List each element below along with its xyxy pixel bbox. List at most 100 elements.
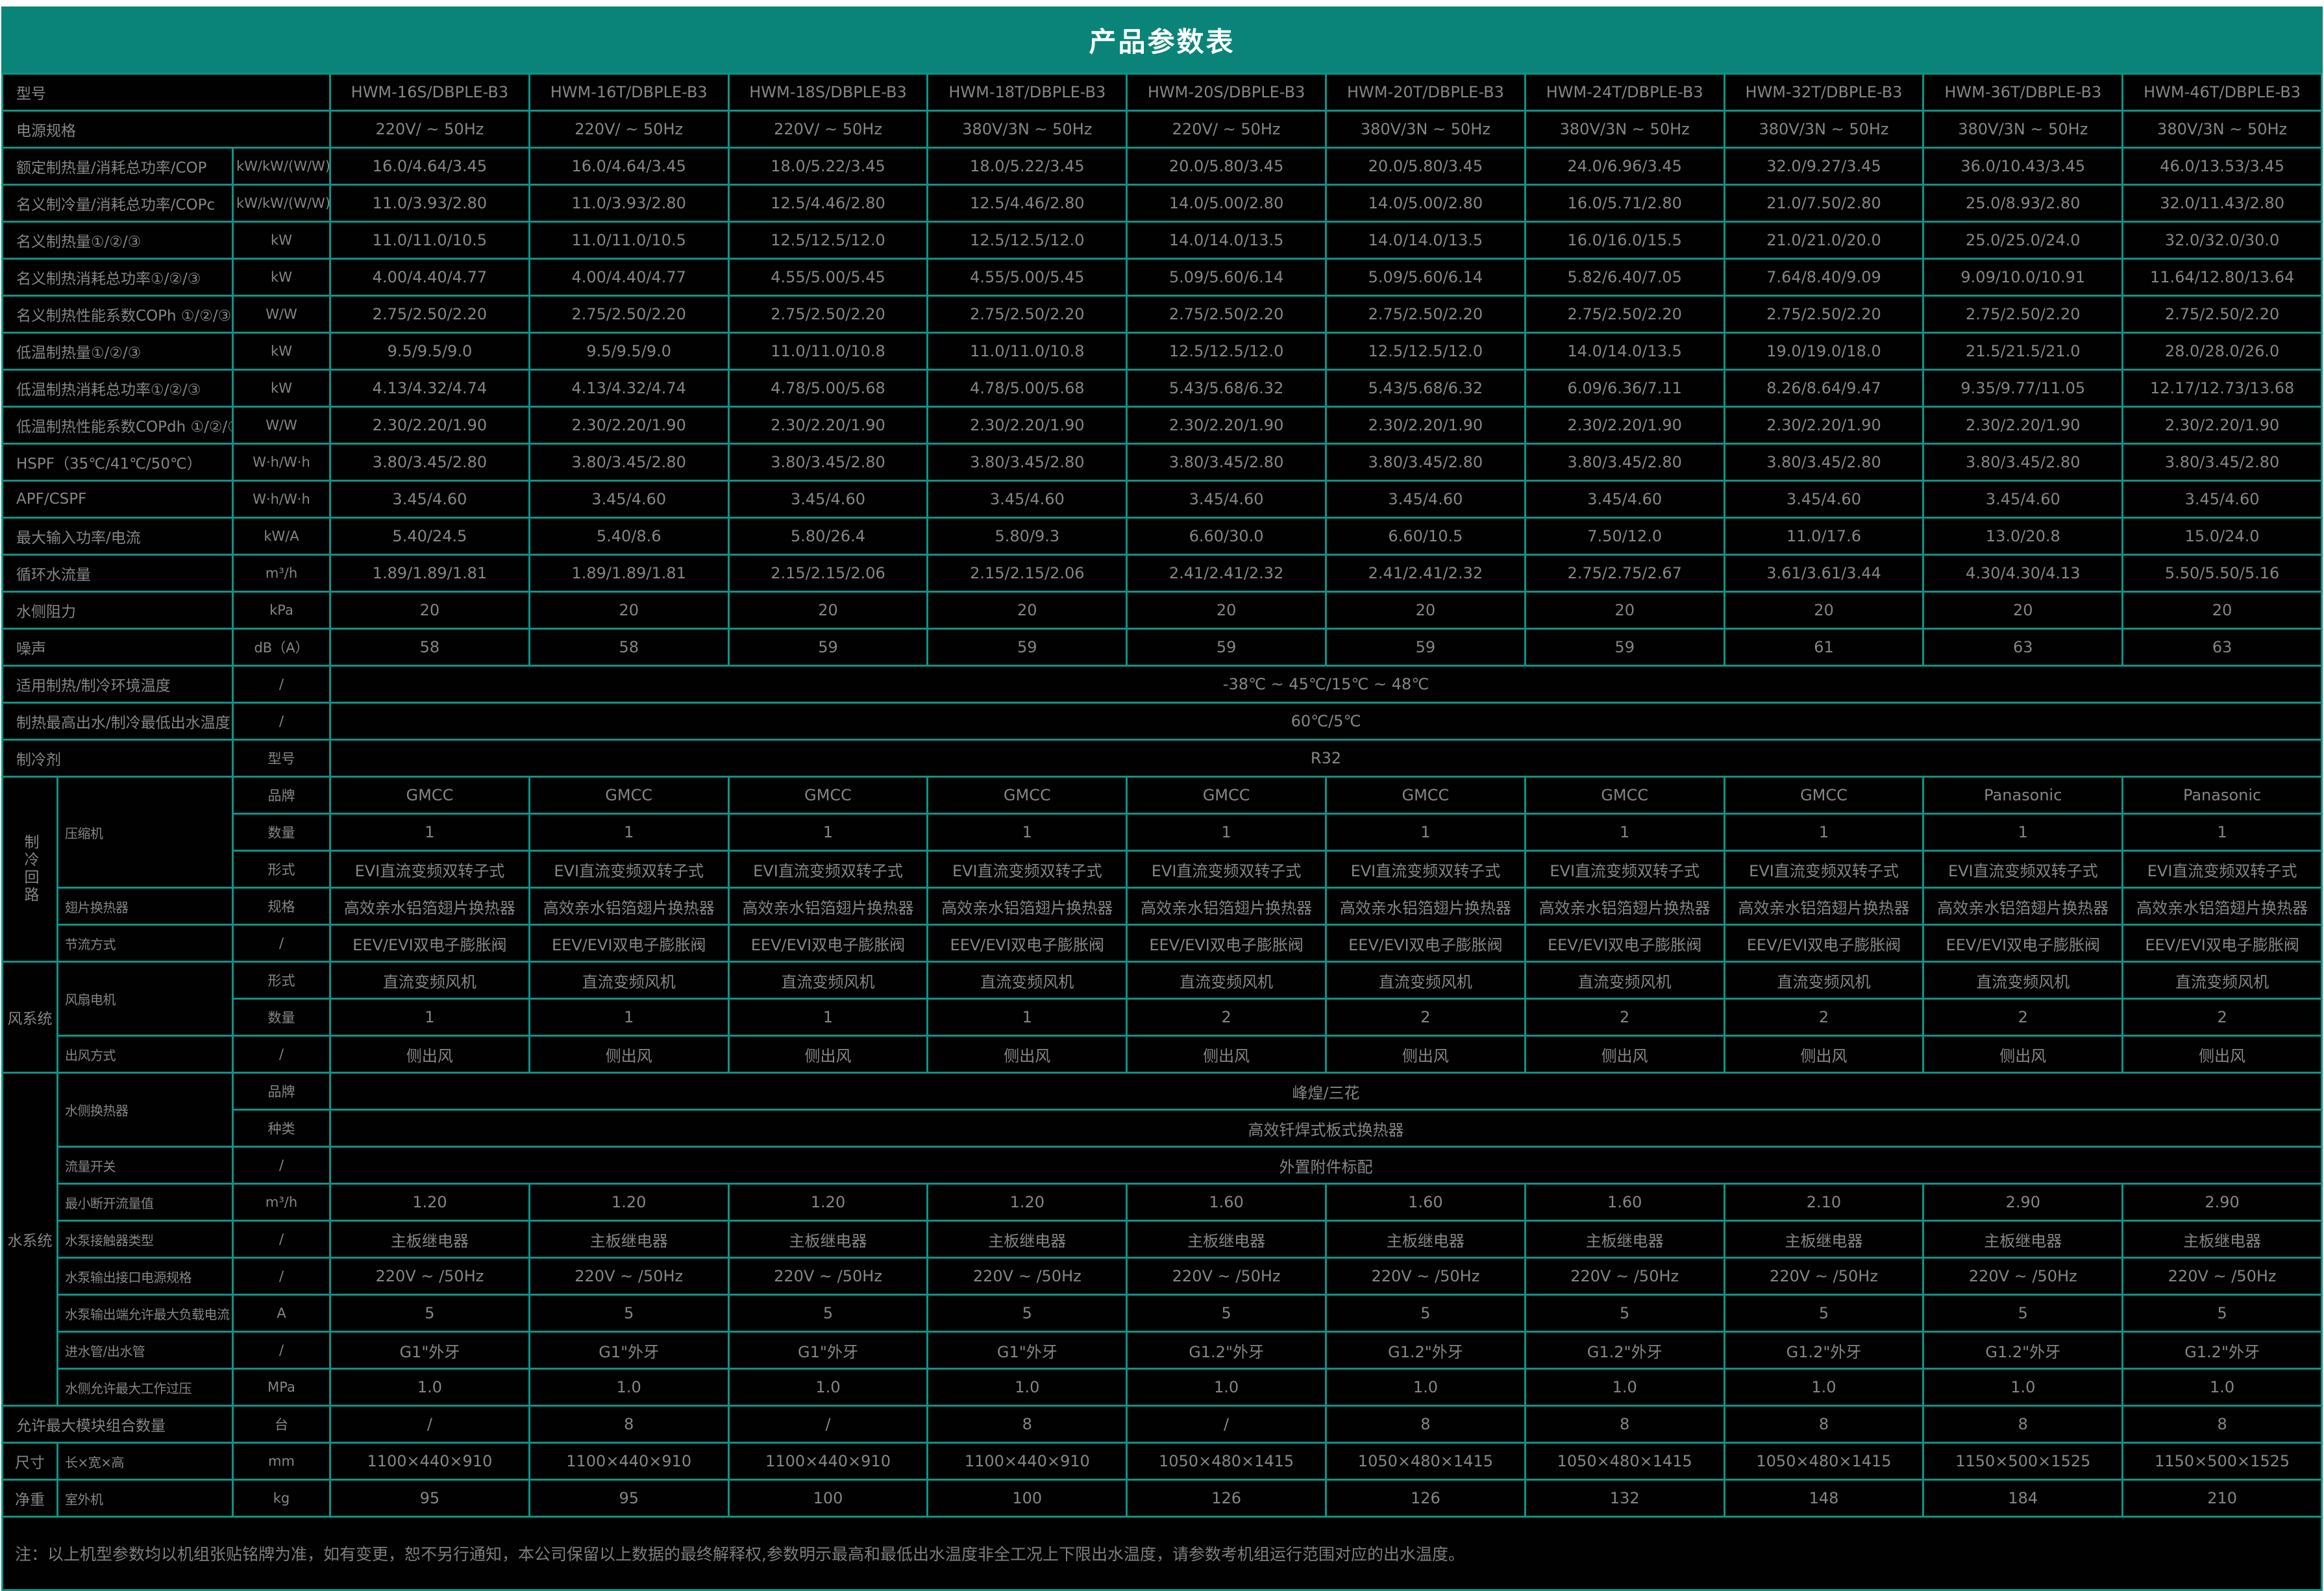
value-cell: 2 bbox=[1326, 999, 1526, 1036]
value-cell: EVI直流变频双转子式 bbox=[1127, 851, 1326, 888]
value-cell: 主板继电器 bbox=[2123, 1221, 2322, 1258]
row-label: 允许最大模块组合数量 bbox=[3, 1406, 233, 1443]
value-cell: 侧出风 bbox=[928, 1036, 1127, 1073]
value-cell: 4.00/4.40/4.77 bbox=[529, 259, 728, 296]
value-cell: / bbox=[1127, 1406, 1326, 1443]
value-cell: 主板继电器 bbox=[330, 1221, 530, 1258]
value-cell: 100 bbox=[728, 1480, 928, 1517]
value-cell: 2.30/2.20/1.90 bbox=[529, 407, 728, 444]
value-cell: GMCC bbox=[728, 777, 928, 814]
value-cell: 14.0/14.0/13.5 bbox=[1326, 222, 1526, 259]
value-cell: 3.45/4.60 bbox=[1923, 481, 2123, 518]
value-cell: 2.41/2.41/2.32 bbox=[1326, 555, 1526, 592]
row-label: 名义制热性能系数COPh ①/②/③ bbox=[3, 296, 233, 333]
value-cell: 3.45/4.60 bbox=[1525, 481, 1724, 518]
value-cell: G1.2"外牙 bbox=[1326, 1332, 1526, 1369]
sublabel: 风扇电机 bbox=[58, 962, 233, 1036]
unit-cell: 规格 bbox=[233, 888, 330, 925]
unit-cell: 数量 bbox=[233, 999, 330, 1036]
group-label: 制冷回路 bbox=[3, 777, 58, 962]
value-cell: GMCC bbox=[1326, 777, 1526, 814]
row-label: 最大输入功率/电流 bbox=[3, 518, 233, 555]
row-label: 名义制冷量/消耗总功率/COPc bbox=[3, 185, 233, 222]
row-label: 循环水流量 bbox=[3, 555, 233, 592]
unit-cell: 品牌 bbox=[233, 1073, 330, 1110]
unit-cell: 种类 bbox=[233, 1110, 330, 1147]
value-cell: 220V ~ /50Hz bbox=[1923, 1258, 2123, 1295]
value-cell: 1.0 bbox=[2123, 1369, 2322, 1406]
value-cell: 1150×500×1525 bbox=[2123, 1443, 2322, 1480]
value-cell: 3.80/3.45/2.80 bbox=[1724, 444, 1923, 481]
value-cell: 2.75/2.50/2.20 bbox=[1326, 296, 1526, 333]
value-cell: 1 bbox=[330, 999, 530, 1036]
value-cell: 220V/ ~ 50Hz bbox=[728, 111, 928, 148]
value-cell: 3.45/4.60 bbox=[2123, 481, 2322, 518]
unit-cell: W·h/W·h bbox=[233, 444, 330, 481]
value-cell: 220V ~ /50Hz bbox=[330, 1258, 530, 1295]
value-cell: 侧出风 bbox=[1923, 1036, 2123, 1073]
table-row: 注：以上机型参数均以机组张贴铭牌为准，如有变更，恕不另行通知，本公司保留以上数据… bbox=[3, 1517, 2322, 1590]
unit-cell: W/W bbox=[233, 296, 330, 333]
merged-value-cell: 60℃/5℃ bbox=[330, 703, 2322, 740]
value-cell: 1.0 bbox=[330, 1369, 530, 1406]
value-cell: 侧出风 bbox=[2123, 1036, 2322, 1073]
value-cell: EVI直流变频双转子式 bbox=[1326, 851, 1526, 888]
value-cell: 6.60/10.5 bbox=[1326, 518, 1526, 555]
row-label: 名义制热量①/②/③ bbox=[3, 222, 233, 259]
value-cell: 1050×480×1415 bbox=[1326, 1443, 1526, 1480]
value-cell: 46.0/13.53/3.45 bbox=[2123, 148, 2322, 185]
value-cell: 1.89/1.89/1.81 bbox=[529, 555, 728, 592]
value-cell: 2.75/2.50/2.20 bbox=[1724, 296, 1923, 333]
sublabel: 水侧允许最大工作过压 bbox=[58, 1369, 233, 1406]
value-cell: 5.43/5.68/6.32 bbox=[1127, 370, 1326, 407]
value-cell: 2.90 bbox=[2123, 1184, 2322, 1221]
value-cell: EVI直流变频双转子式 bbox=[728, 851, 928, 888]
value-cell: 1.89/1.89/1.81 bbox=[330, 555, 530, 592]
value-cell: 12.17/12.73/13.68 bbox=[2123, 370, 2322, 407]
value-cell: 4.78/5.00/5.68 bbox=[928, 370, 1127, 407]
value-cell: 126 bbox=[1326, 1480, 1526, 1517]
value-cell: 直流变频风机 bbox=[728, 962, 928, 999]
model-header: HWM-46T/DBPLE-B3 bbox=[2123, 74, 2322, 111]
value-cell: 9.5/9.5/9.0 bbox=[529, 333, 728, 370]
table-note: 注：以上机型参数均以机组张贴铭牌为准，如有变更，恕不另行通知，本公司保留以上数据… bbox=[3, 1517, 2322, 1590]
value-cell: 4.13/4.32/4.74 bbox=[330, 370, 530, 407]
value-cell: 8 bbox=[1724, 1406, 1923, 1443]
value-cell: 侧出风 bbox=[1127, 1036, 1326, 1073]
value-cell: 直流变频风机 bbox=[1127, 962, 1326, 999]
table-row: 流量开关/外置附件标配 bbox=[3, 1147, 2322, 1184]
value-cell: 380V/3N ~ 50Hz bbox=[1923, 111, 2123, 148]
value-cell: 3.80/3.45/2.80 bbox=[2123, 444, 2322, 481]
value-cell: 8 bbox=[2123, 1406, 2322, 1443]
value-cell: 5.40/24.5 bbox=[330, 518, 530, 555]
value-cell: 2.75/2.75/2.67 bbox=[1525, 555, 1724, 592]
value-cell: 14.0/14.0/13.5 bbox=[1127, 222, 1326, 259]
sublabel: 水泵接触器类型 bbox=[58, 1221, 233, 1258]
value-cell: 5 bbox=[1923, 1295, 2123, 1332]
value-cell: 3.80/3.45/2.80 bbox=[928, 444, 1127, 481]
value-cell: 3.45/4.60 bbox=[1127, 481, 1326, 518]
sublabel: 长×宽×高 bbox=[58, 1443, 233, 1480]
value-cell: 2.30/2.20/1.90 bbox=[728, 407, 928, 444]
value-cell: 11.0/11.0/10.8 bbox=[928, 333, 1127, 370]
value-cell: 126 bbox=[1127, 1480, 1326, 1517]
table-row: 翅片换热器规格高效亲水铝箔翅片换热器高效亲水铝箔翅片换热器高效亲水铝箔翅片换热器… bbox=[3, 888, 2322, 925]
value-cell: 12.5/12.5/12.0 bbox=[928, 222, 1127, 259]
value-cell: 侧出风 bbox=[1525, 1036, 1724, 1073]
unit-cell: / bbox=[233, 1258, 330, 1295]
value-cell: EEV/EVI双电子膨胀阀 bbox=[1127, 925, 1326, 962]
value-cell: 58 bbox=[330, 629, 530, 666]
value-cell: 15.0/24.0 bbox=[2123, 518, 2322, 555]
value-cell: 5 bbox=[330, 1295, 530, 1332]
value-cell: 16.0/4.64/3.45 bbox=[529, 148, 728, 185]
